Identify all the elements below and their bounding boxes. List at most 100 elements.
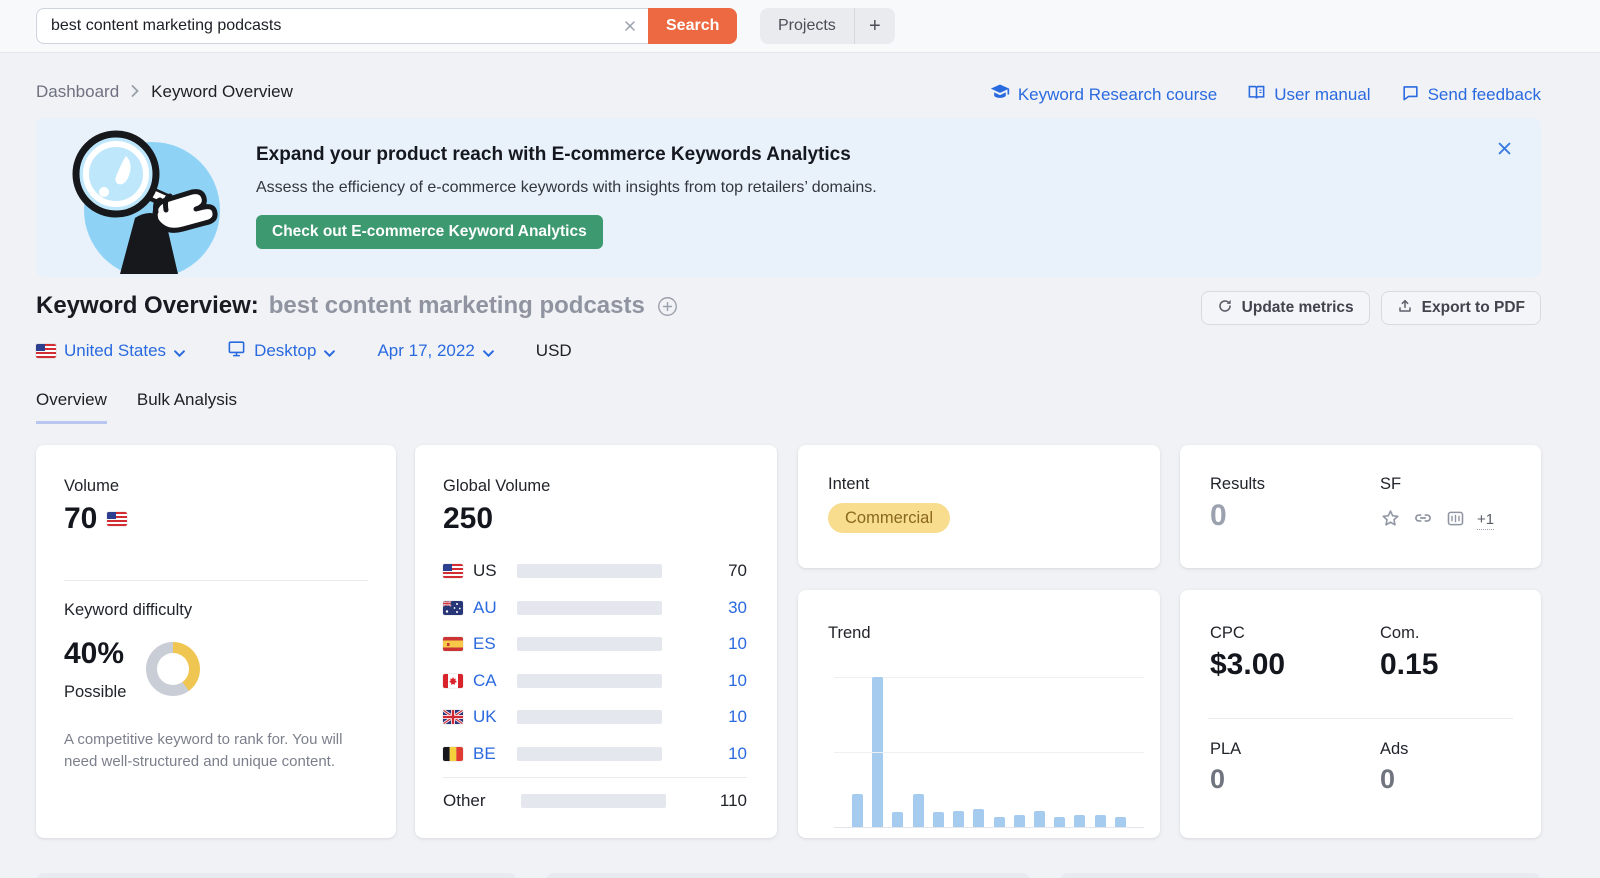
sf-more-link[interactable]: +1: [1477, 511, 1495, 530]
trend-bar: [953, 810, 965, 827]
trend-bar: [852, 794, 863, 827]
volume-value[interactable]: 10: [728, 707, 747, 727]
cpc-value: $3.00: [1210, 648, 1286, 681]
refresh-icon: [1217, 298, 1233, 319]
device-filter[interactable]: Desktop: [227, 339, 336, 363]
volume-bar: [517, 673, 662, 688]
trend-bar: [973, 809, 985, 827]
trend-bar: [912, 794, 924, 827]
tab-overview[interactable]: Overview: [36, 390, 107, 424]
global-volume-total: 250: [443, 502, 494, 535]
clear-search-button[interactable]: [618, 15, 642, 39]
volume-value[interactable]: 10: [728, 670, 747, 690]
cpc-label: CPC: [1210, 624, 1245, 642]
tab-bulk-analysis[interactable]: Bulk Analysis: [136, 390, 238, 409]
intent-card: Intent Commercial: [798, 445, 1160, 568]
next-section-card: [36, 873, 517, 878]
serp-feature-icons: +1: [1380, 507, 1495, 534]
page-title: Keyword Overview:: [36, 292, 259, 319]
trend-bar: [1114, 816, 1126, 827]
country-code: US: [473, 561, 497, 581]
volume-card: Volume 70 Keyword difficulty 40% Possibl…: [36, 445, 396, 838]
results-sf-card: Results 0 SF +1: [1180, 445, 1541, 568]
projects-button[interactable]: Projects: [760, 8, 855, 44]
search-unit: Search: [36, 8, 738, 44]
breadcrumb-dashboard[interactable]: Dashboard: [36, 82, 120, 101]
page-header: Keyword Overview: best content marketing…: [36, 292, 678, 320]
other-label: Other: [443, 791, 486, 811]
country-code[interactable]: BE: [473, 743, 496, 763]
global-volume-other-row: Other 110: [443, 783, 747, 820]
banner-title: Expand your product reach with E-commerc…: [256, 144, 851, 165]
intent-badge[interactable]: Commercial: [828, 503, 951, 533]
country-code[interactable]: ES: [473, 634, 496, 654]
trend-bar: [993, 816, 1005, 827]
ads-label: Ads: [1380, 740, 1409, 758]
star-icon[interactable]: [1380, 508, 1401, 534]
volume-bar: [517, 746, 662, 761]
banner-content: Expand your product reach with E-commerc…: [256, 144, 877, 249]
global-volume-row: BE 10: [443, 736, 747, 773]
volume-value[interactable]: 10: [728, 634, 747, 654]
volume-value[interactable]: 10: [728, 743, 747, 763]
link-icon[interactable]: [1412, 507, 1434, 534]
flag-be-icon: [443, 746, 463, 761]
country-code[interactable]: AU: [473, 597, 497, 617]
global-volume-row: CA 10: [443, 663, 747, 700]
keyword-difficulty-donut: [146, 642, 200, 696]
pla-label: PLA: [1210, 740, 1242, 758]
update-metrics-button[interactable]: Update metrics: [1200, 291, 1370, 325]
flag-es-icon: [443, 637, 463, 652]
chevron-right-icon: [131, 82, 139, 102]
volume-bar: [517, 564, 662, 579]
volume-value: 70: [728, 561, 747, 581]
trend-bar: [1054, 816, 1066, 827]
search-button[interactable]: Search: [648, 8, 738, 44]
flag-uk-icon: [443, 710, 463, 725]
global-volume-row: AU 30: [443, 590, 747, 627]
promo-banner: Expand your product reach with E-commerc…: [36, 118, 1541, 279]
banner-cta-button[interactable]: Check out E-commerce Keyword Analytics: [256, 215, 603, 249]
intent-label: Intent: [828, 475, 870, 493]
divider: [1208, 718, 1513, 719]
divider: [443, 777, 747, 778]
keyword-research-course-link[interactable]: Keyword Research course: [990, 82, 1217, 107]
chat-icon: [1401, 83, 1420, 107]
search-input[interactable]: [36, 8, 648, 44]
date-filter[interactable]: Apr 17, 2022: [377, 340, 494, 362]
results-value: 0: [1210, 499, 1227, 532]
volume-value[interactable]: 30: [728, 597, 747, 617]
competition-value: 0.15: [1380, 648, 1439, 681]
country-code[interactable]: CA: [473, 670, 497, 690]
flag-au-icon: [443, 600, 463, 615]
volume-bar: [517, 600, 662, 615]
add-project-button[interactable]: +: [855, 8, 895, 44]
keyword-difficulty-level: Possible: [64, 683, 127, 701]
volume-value: 70: [64, 502, 98, 535]
next-section-card: [1060, 873, 1541, 878]
pla-value: 0: [1210, 764, 1226, 794]
global-volume-rows: US 70 AU 30 ES 10 CA 10 UK 10 BE 10 Other 110: [443, 553, 747, 820]
export-to-pdf-button[interactable]: Export to PDF: [1380, 291, 1541, 325]
add-keyword-icon[interactable]: [657, 296, 678, 317]
trend-bar: [932, 812, 944, 827]
location-filter[interactable]: United States: [36, 340, 185, 362]
user-manual-link[interactable]: User manual: [1247, 83, 1371, 107]
global-volume-row: ES 10: [443, 626, 747, 663]
send-feedback-link[interactable]: Send feedback: [1401, 83, 1541, 107]
ads-value: 0: [1380, 764, 1396, 794]
trend-chart: [834, 677, 1144, 828]
magnifier-hand-illustration: [60, 122, 240, 279]
quick-links: Keyword Research course User manual Send…: [990, 82, 1541, 107]
cpc-card: CPC $3.00 Com. 0.15 PLA 0 Ads 0: [1180, 590, 1541, 838]
trend-label: Trend: [828, 624, 871, 642]
close-icon: [622, 20, 638, 37]
topbar: Search Projects +: [0, 0, 1600, 53]
reviews-icon[interactable]: [1445, 508, 1466, 534]
chevron-down-icon: [324, 342, 336, 362]
country-code[interactable]: UK: [473, 707, 497, 727]
flag-us-icon: [107, 512, 128, 526]
trend-bar: [1074, 815, 1086, 827]
volume-bar: [517, 637, 662, 652]
banner-close-button[interactable]: [1492, 136, 1517, 164]
